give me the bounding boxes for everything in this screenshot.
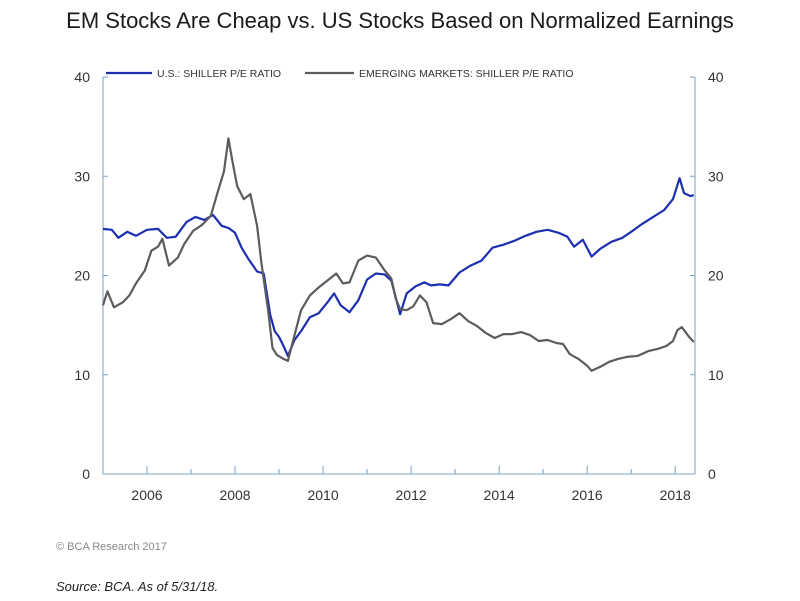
chart-legend: U.S.: SHILLER P/E RATIO EMERGING MARKETS:… [106, 68, 574, 80]
y-tick-label-left: 30 [74, 168, 90, 184]
y-tick-label-right: 20 [708, 268, 724, 284]
y-tick-label-left: 10 [74, 367, 90, 383]
legend-label-em: EMERGING MARKETS: SHILLER P/E RATIO [359, 68, 574, 80]
x-tick-label: 2008 [219, 487, 250, 503]
x-tick-label: 2012 [396, 487, 427, 503]
us-shiller-pe-line [102, 177, 695, 357]
chart-series [101, 137, 695, 372]
copyright-note: © BCA Research 2017 [56, 541, 167, 553]
x-tick-label: 2010 [307, 487, 338, 503]
y-tick-label-right: 40 [708, 69, 724, 85]
y-tick-label-left: 0 [82, 466, 90, 482]
y-tick-label-left: 40 [74, 69, 90, 85]
x-tick-label: 2016 [572, 487, 603, 503]
em-shiller-pe-line [101, 137, 695, 372]
source-note: Source: BCA. As of 5/31/18. [56, 579, 219, 594]
x-tick-label: 2014 [484, 487, 515, 503]
chart-axes [102, 77, 696, 475]
legend-label-us: U.S.: SHILLER P/E RATIO [157, 68, 281, 80]
y-tick-label-left: 20 [74, 268, 90, 284]
y-tick-label-right: 10 [708, 367, 724, 383]
y-tick-label-right: 0 [708, 466, 716, 482]
y-tick-label-right: 30 [708, 168, 724, 184]
chart-ticks: 0 0 10 10 20 20 30 30 40 40 2006 2008 2010 2012 2014 20… [74, 69, 723, 503]
x-tick-label: 2006 [131, 487, 162, 503]
x-tick-label: 2018 [660, 487, 691, 503]
chart-title: EM Stocks Are Cheap vs. US Stocks Based … [66, 8, 734, 33]
